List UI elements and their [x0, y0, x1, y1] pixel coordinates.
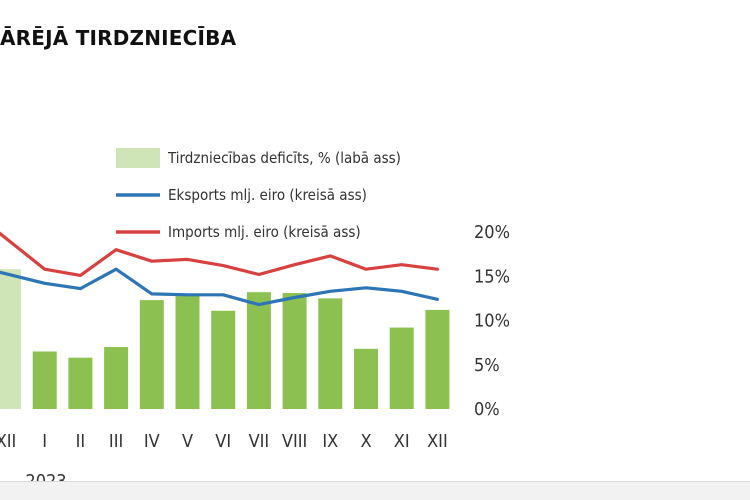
x-tick-label: IX	[322, 431, 338, 452]
imports-line	[0, 231, 439, 277]
deficit-bar	[175, 294, 200, 409]
x-tick-label: VI	[215, 431, 231, 452]
x-tick-label: II	[76, 431, 86, 452]
right-axis: 20% 15% 10% 5% 0%	[474, 222, 510, 420]
deficit-bar	[318, 298, 343, 409]
x-tick-label: VII	[249, 431, 270, 452]
x-tick-label: XII	[0, 431, 16, 452]
exports-line	[0, 267, 439, 307]
deficit-bar	[68, 357, 93, 409]
right-axis-tick-label: 10%	[474, 311, 510, 332]
x-tick-label: X	[360, 431, 371, 452]
deficit-bar	[354, 348, 378, 409]
legend-label-imports: Imports mlj. eiro (kreisā ass)	[168, 223, 361, 241]
chart-heading: ĀRĒJĀ TIRDZNIECĪBA	[0, 26, 237, 50]
legend-bar-swatch	[116, 148, 160, 168]
deficit-bar	[282, 293, 307, 409]
legend-label-deficit: Tirdzniecības deficīts, % (labā ass)	[167, 149, 401, 167]
legend-label-exports: Eksports mlj. eiro (kreisā ass)	[168, 186, 367, 204]
x-tick-label: VIII	[282, 431, 307, 452]
trade-lines	[0, 231, 439, 307]
deficit-bars	[0, 269, 450, 409]
deficit-bar	[425, 309, 450, 409]
right-axis-tick-label: 5%	[474, 355, 500, 376]
x-tick-label: III	[109, 431, 123, 452]
right-axis-tick-label: 20%	[474, 222, 510, 243]
right-axis-tick-label: 0%	[474, 399, 500, 420]
right-axis-tick-label: 15%	[474, 266, 510, 287]
deficit-bar	[0, 269, 21, 409]
x-tick-label: XI	[394, 431, 410, 452]
deficit-bar	[32, 351, 57, 409]
deficit-bar	[139, 300, 164, 409]
deficit-bar	[211, 310, 236, 409]
legend: Tirdzniecības deficīts, % (labā ass) Eksp…	[116, 148, 401, 241]
x-tick-label: V	[182, 431, 193, 452]
bottom-strip	[0, 481, 750, 500]
x-tick-label: XII	[427, 431, 448, 452]
x-tick-label: IV	[144, 431, 160, 452]
deficit-bar	[389, 327, 414, 409]
deficit-bar	[104, 347, 129, 409]
deficit-bar	[246, 292, 271, 409]
x-tick-label: I	[42, 431, 47, 452]
